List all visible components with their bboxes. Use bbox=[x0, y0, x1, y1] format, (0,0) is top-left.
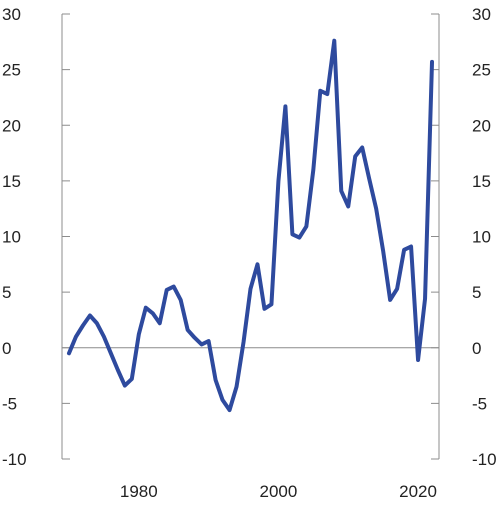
right-y-tick-label: -5 bbox=[472, 394, 487, 413]
x-tick-label: 1980 bbox=[120, 482, 158, 501]
left-y-tick-label: 0 bbox=[2, 339, 11, 358]
series-line-1 bbox=[66, 38, 435, 413]
right-y-tick-label: 25 bbox=[472, 61, 491, 80]
left-y-tick-labels: -10 -5 0 5 10 15 20 25 30 bbox=[2, 5, 27, 469]
right-y-tick-label: 10 bbox=[472, 228, 491, 247]
right-y-tick-label: -10 bbox=[472, 450, 497, 469]
x-tick-labels: 1980 2000 2020 bbox=[120, 482, 437, 501]
left-y-tick-label: 10 bbox=[2, 228, 21, 247]
left-y-tick-label: 30 bbox=[2, 5, 21, 24]
right-y-tick-label: 0 bbox=[472, 339, 481, 358]
left-y-tick-label: 25 bbox=[2, 61, 21, 80]
left-y-tick-label: -5 bbox=[2, 394, 17, 413]
right-y-tick-labels: -10 -5 0 5 10 15 20 25 30 bbox=[472, 5, 497, 469]
right-y-tick-label: 20 bbox=[472, 116, 491, 135]
left-y-tick-label: 20 bbox=[2, 116, 21, 135]
x-tick-label: 2020 bbox=[399, 482, 437, 501]
left-y-tick-label: -10 bbox=[2, 450, 27, 469]
left-y-tick-label: 5 bbox=[2, 283, 11, 302]
right-y-tick-label: 15 bbox=[472, 172, 491, 191]
series-layer bbox=[66, 38, 435, 413]
axes bbox=[61, 13, 440, 460]
x-tick-label: 2000 bbox=[260, 482, 298, 501]
right-y-tick-label: 30 bbox=[472, 5, 491, 24]
left-y-tick-label: 15 bbox=[2, 172, 21, 191]
right-y-tick-label: 5 bbox=[472, 283, 481, 302]
